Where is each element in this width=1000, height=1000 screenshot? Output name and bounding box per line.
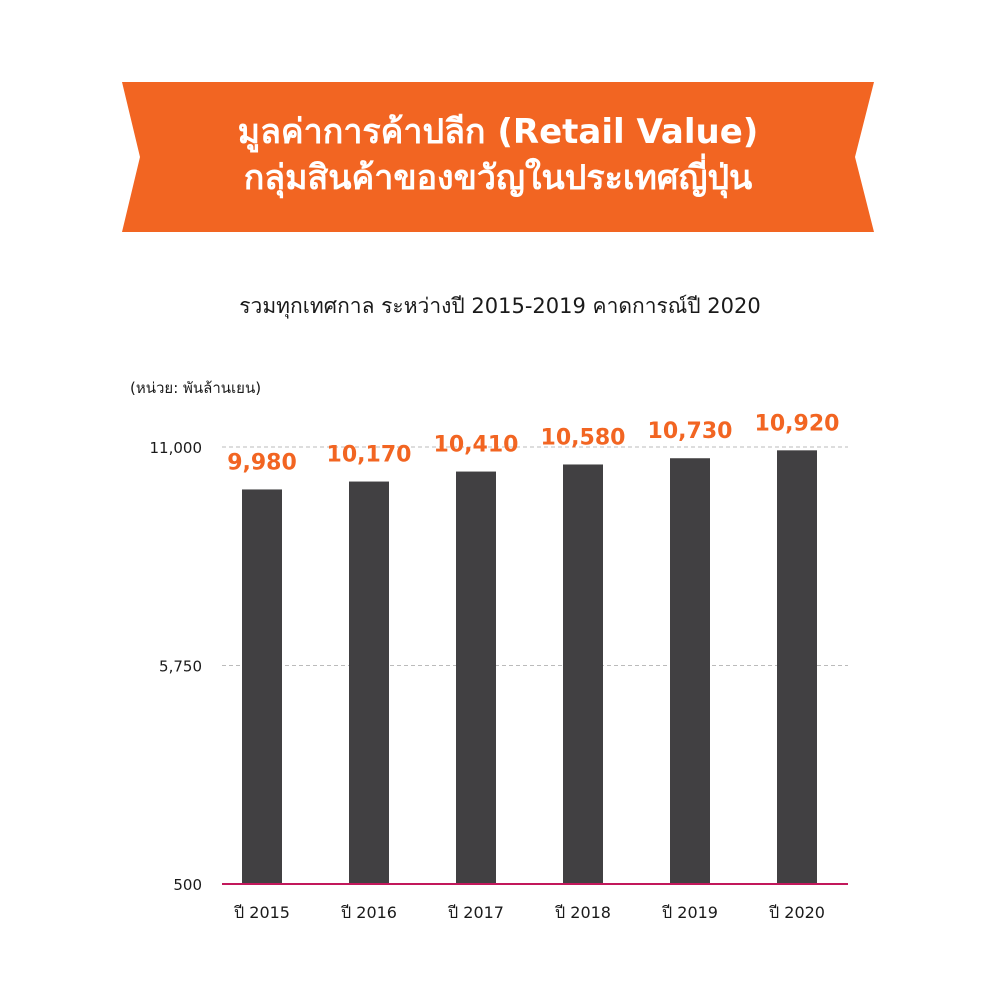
x-tick-label: ปี 2020 bbox=[769, 903, 825, 922]
y-tick-label: 500 bbox=[173, 876, 202, 894]
chart-subtitle: รวมทุกเทศกาล ระหว่างปี 2015-2019 คาดการณ… bbox=[239, 294, 761, 318]
x-tick-label: ปี 2016 bbox=[341, 903, 397, 922]
bar bbox=[456, 471, 496, 884]
x-tick-label: ปี 2019 bbox=[662, 903, 718, 922]
value-label: 10,170 bbox=[327, 443, 412, 468]
bar bbox=[563, 464, 603, 884]
value-label: 10,410 bbox=[434, 433, 519, 458]
bar bbox=[349, 481, 389, 884]
value-label: 10,730 bbox=[648, 419, 733, 444]
banner-ribbon bbox=[122, 82, 874, 232]
bars bbox=[242, 450, 817, 884]
bar bbox=[777, 450, 817, 884]
value-labels: 9,980 10,170 10,410 10,580 10,730 10,920 bbox=[227, 411, 839, 475]
banner-ribbon-shape bbox=[122, 82, 874, 232]
chart-title-line-2: กลุ่มสินค้าของขวัญในประเทศญี่ปุ่น bbox=[243, 158, 753, 198]
unit-label: (หน่วย: พันล้านเยน) bbox=[130, 379, 262, 397]
x-tick-label: ปี 2017 bbox=[448, 903, 504, 922]
value-label: 9,980 bbox=[227, 450, 297, 475]
title-banner: มูลค่าการค้าปลีก (Retail Value) กลุ่มสิน… bbox=[122, 82, 874, 232]
x-tick-label: ปี 2015 bbox=[234, 903, 290, 922]
bar bbox=[242, 489, 282, 884]
x-axis-labels: ปี 2015 ปี 2016 ปี 2017 ปี 2018 ปี 2019 ปี 20… bbox=[234, 903, 825, 922]
bar bbox=[670, 458, 710, 884]
value-label: 10,580 bbox=[541, 425, 626, 450]
y-tick-label: 5,750 bbox=[159, 658, 202, 676]
chart-title-line-1: มูลค่าการค้าปลีก (Retail Value) bbox=[237, 112, 759, 152]
y-tick-label: 11,000 bbox=[150, 439, 203, 457]
value-label: 10,920 bbox=[755, 411, 840, 436]
gridlines bbox=[222, 446, 848, 666]
y-axis-tick-labels: 500 5,750 11,000 bbox=[150, 439, 203, 894]
x-tick-label: ปี 2018 bbox=[555, 903, 611, 922]
